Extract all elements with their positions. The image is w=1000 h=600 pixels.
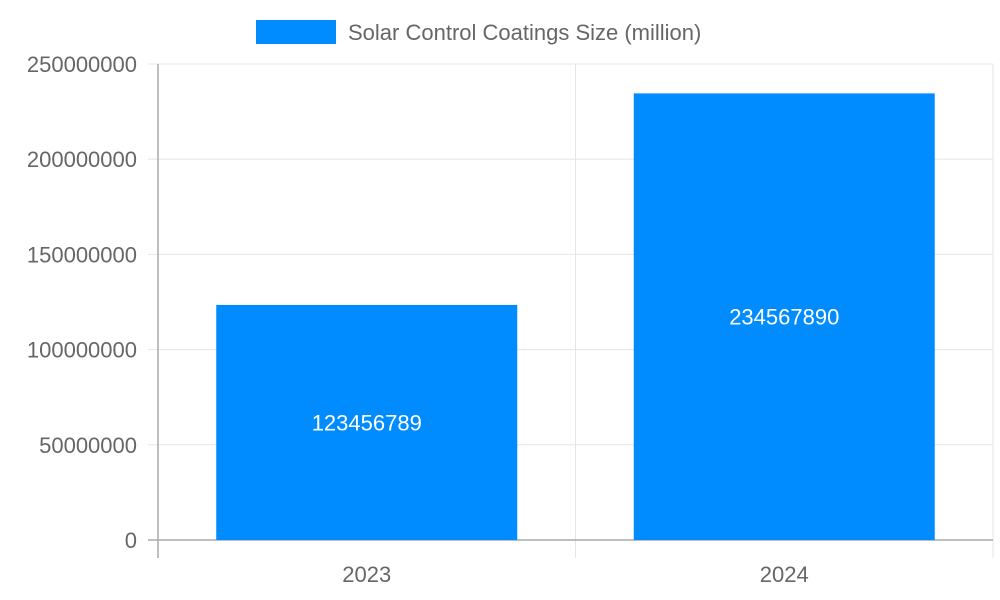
y-tick-label: 250000000 [27,52,137,77]
data-label: 234567890 [729,305,839,330]
x-tick-label: 2023 [342,562,391,587]
y-tick-label: 150000000 [27,242,137,267]
y-tick-label: 0 [125,528,137,553]
bar-2024 [633,93,935,540]
x-tick-label: 2024 [760,562,809,587]
y-tick-label: 50000000 [39,433,137,458]
data-label: 123456789 [312,410,422,435]
legend-swatch [256,20,336,44]
bar-2023 [216,304,518,540]
y-tick-label: 100000000 [27,338,137,363]
y-tick-label: 200000000 [27,147,137,172]
legend-label: Solar Control Coatings Size (million) [348,20,701,45]
